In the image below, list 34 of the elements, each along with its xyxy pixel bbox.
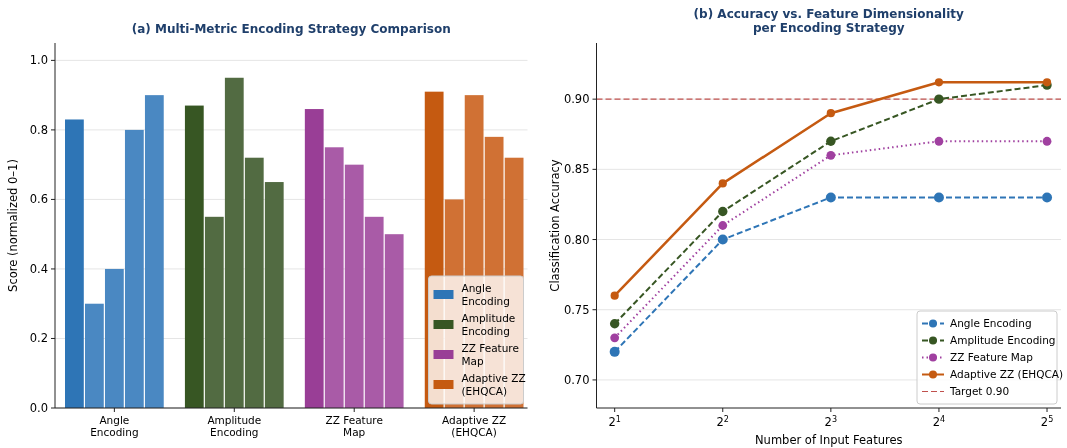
x-axis-title: Number of Input Features [755,433,903,447]
y-tick-label: 0.6 [29,192,48,207]
y-tick-label: 0.4 [29,261,48,276]
y-tick-label: 0.75 [563,302,590,317]
legend-label: Amplitude Encoding [461,312,516,337]
y-tick-label: 0.85 [563,162,590,177]
x-tick-label: Adaptive ZZ (EHQCA) [442,414,507,438]
legend-label: ZZ Feature Map [461,342,519,367]
y-tick-label: 0.90 [563,92,590,107]
y-tick-label: 0.2 [29,331,48,346]
x-tick-label: ZZ Feature Map [325,414,383,438]
chart-title: (a) Multi-Metric Encoding Strategy Comparison [131,22,451,36]
x-tick-label: 2$^{5}$ [1040,414,1054,429]
legend-label: Angle Encoding [461,282,510,307]
x-tick-label: Amplitude Encoding [207,414,262,438]
y-tick-label: 0.0 [29,401,48,415]
y-tick-label: 0.80 [563,232,590,247]
y-axis-title: Classification Accuracy [547,159,562,292]
legend-label: Target 0.90 [949,385,1010,397]
y-axis-title: Score (normalized 0–1) [6,159,20,292]
x-tick-label: 2$^{3}$ [824,414,838,429]
legend-label: Adaptive ZZ (EHQCA) [461,372,526,397]
x-tick-label: 2$^{4}$ [932,414,946,429]
legend-label: ZZ Feature Map [950,351,1034,363]
x-tick-label: 2$^{2}$ [716,414,729,429]
y-tick-label: 1.0 [29,53,48,68]
x-tick-label: Angle Encoding [90,414,139,438]
y-tick-label: 0.8 [29,122,48,137]
y-tick-label: 0.70 [563,372,590,387]
x-tick-label: 2$^{1}$ [608,414,621,429]
legend-label: Angle Encoding [950,317,1032,329]
legend-label: Amplitude Encoding [950,334,1056,346]
legend-label: Adaptive ZZ (EHQCA) [950,368,1064,380]
chart-title: (b) Accuracy vs. Feature Dimensionality per Encoding Strategy [693,7,965,35]
